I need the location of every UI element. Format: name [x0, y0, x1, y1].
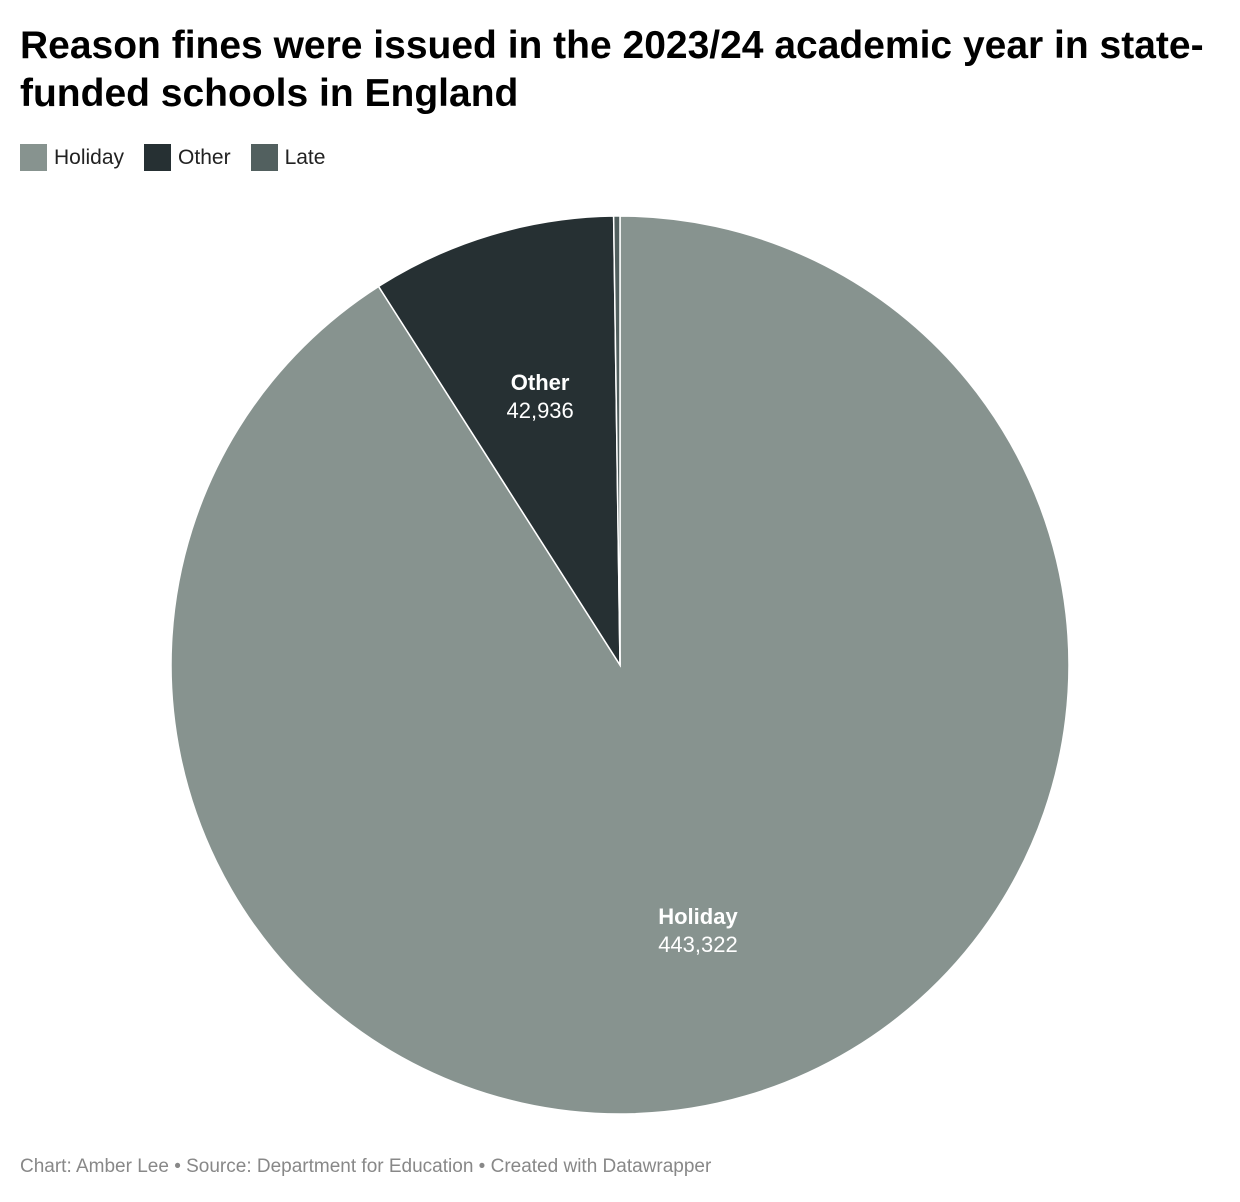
chart-title: Reason fines were issued in the 2023/24 …: [20, 24, 1204, 115]
pie-slice: [612, 215, 621, 666]
legend-item: Other: [144, 144, 231, 171]
slice-label: Other: [511, 370, 570, 395]
slice-value: 443,322: [658, 932, 738, 957]
legend-label: Late: [284, 145, 326, 169]
legend-item: Holiday: [20, 144, 124, 171]
legend-item: Late: [250, 144, 326, 171]
legend: Holiday Other Late: [20, 144, 325, 171]
pie-slice: [377, 215, 621, 668]
slice-label: Holiday: [658, 904, 738, 929]
footer: Chart: Amber Lee • Source: Department fo…: [20, 1156, 712, 1177]
legend-swatch: [144, 144, 172, 171]
legend-label: Holiday: [54, 145, 125, 169]
slice-value: 42,936: [506, 398, 573, 423]
legend-swatch: [20, 144, 47, 171]
legend-swatch: [250, 144, 278, 171]
legend-label: Other: [178, 145, 231, 169]
